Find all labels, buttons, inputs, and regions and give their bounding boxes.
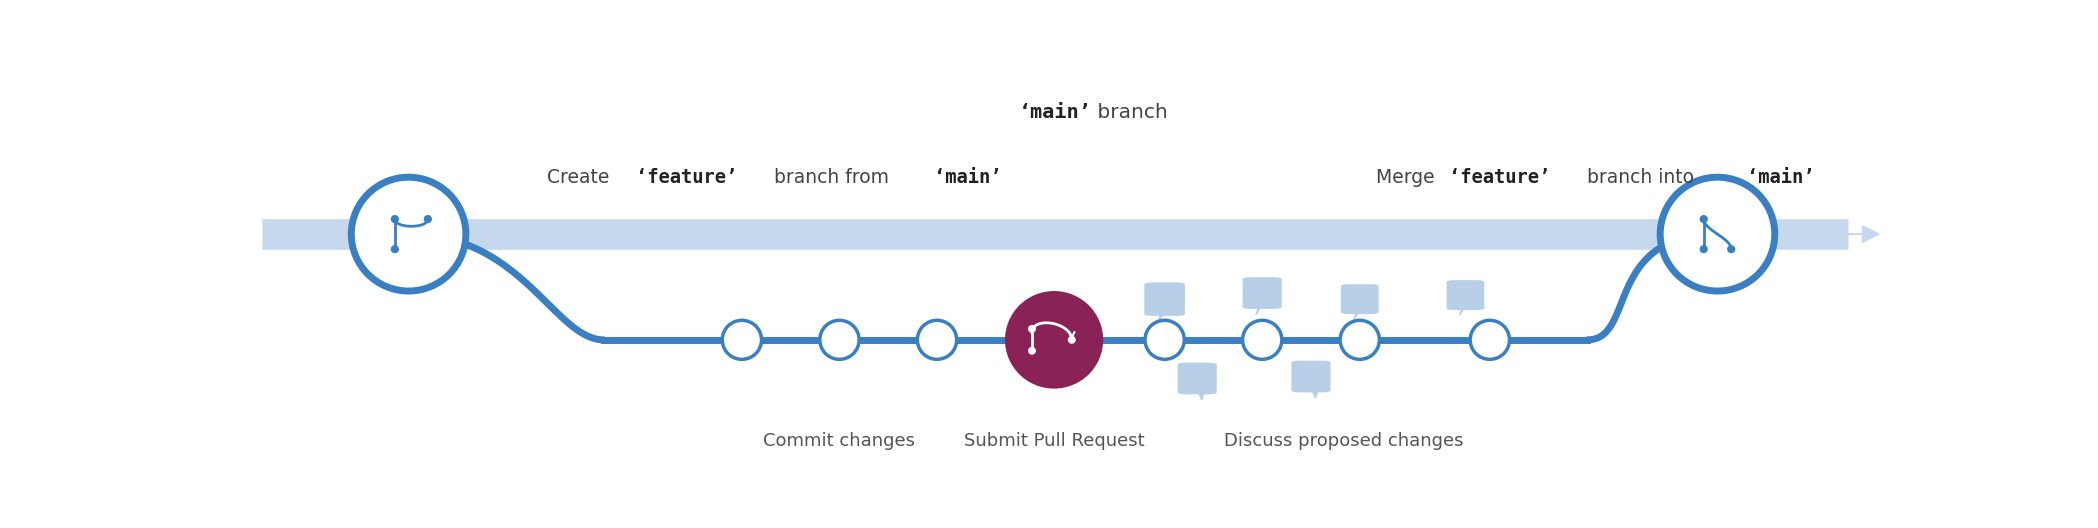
Ellipse shape: [917, 320, 957, 360]
Ellipse shape: [390, 245, 399, 253]
Ellipse shape: [350, 177, 466, 291]
Text: Create: Create: [548, 168, 615, 187]
Text: Submit Pull Request: Submit Pull Request: [963, 432, 1143, 450]
Ellipse shape: [1660, 177, 1775, 291]
Ellipse shape: [1028, 325, 1036, 333]
Ellipse shape: [1341, 320, 1378, 360]
Text: branch into: branch into: [1582, 168, 1699, 187]
Polygon shape: [1257, 307, 1261, 315]
Text: Merge: Merge: [1376, 168, 1441, 187]
FancyBboxPatch shape: [1448, 280, 1483, 310]
Text: Discuss proposed changes: Discuss proposed changes: [1223, 432, 1462, 450]
Text: ‘main’: ‘main’: [934, 168, 1001, 187]
Text: Commit changes: Commit changes: [764, 432, 915, 450]
Ellipse shape: [1068, 336, 1076, 344]
Text: branch: branch: [1091, 102, 1169, 121]
Ellipse shape: [1727, 245, 1735, 253]
Ellipse shape: [1028, 347, 1036, 355]
Polygon shape: [1460, 308, 1464, 315]
Ellipse shape: [1146, 320, 1183, 360]
FancyBboxPatch shape: [1143, 282, 1185, 316]
Ellipse shape: [820, 320, 858, 360]
Ellipse shape: [424, 215, 432, 223]
Text: ‘main’: ‘main’: [1748, 168, 1815, 187]
FancyBboxPatch shape: [1341, 284, 1378, 314]
Ellipse shape: [1005, 291, 1104, 389]
Ellipse shape: [1699, 245, 1708, 253]
Polygon shape: [1311, 390, 1318, 398]
FancyBboxPatch shape: [1177, 363, 1217, 394]
Polygon shape: [1198, 392, 1204, 400]
Text: branch from: branch from: [768, 168, 896, 187]
Text: ‘main’: ‘main’: [1018, 102, 1091, 121]
Ellipse shape: [1242, 320, 1282, 360]
Polygon shape: [1353, 312, 1360, 319]
Text: ‘feature’: ‘feature’: [1450, 168, 1550, 187]
FancyBboxPatch shape: [1242, 277, 1282, 309]
Ellipse shape: [390, 215, 399, 223]
Text: ‘feature’: ‘feature’: [636, 168, 738, 187]
FancyBboxPatch shape: [1292, 361, 1330, 392]
Ellipse shape: [722, 320, 762, 360]
Ellipse shape: [1699, 215, 1708, 223]
Polygon shape: [1158, 314, 1164, 322]
Ellipse shape: [1471, 320, 1508, 360]
